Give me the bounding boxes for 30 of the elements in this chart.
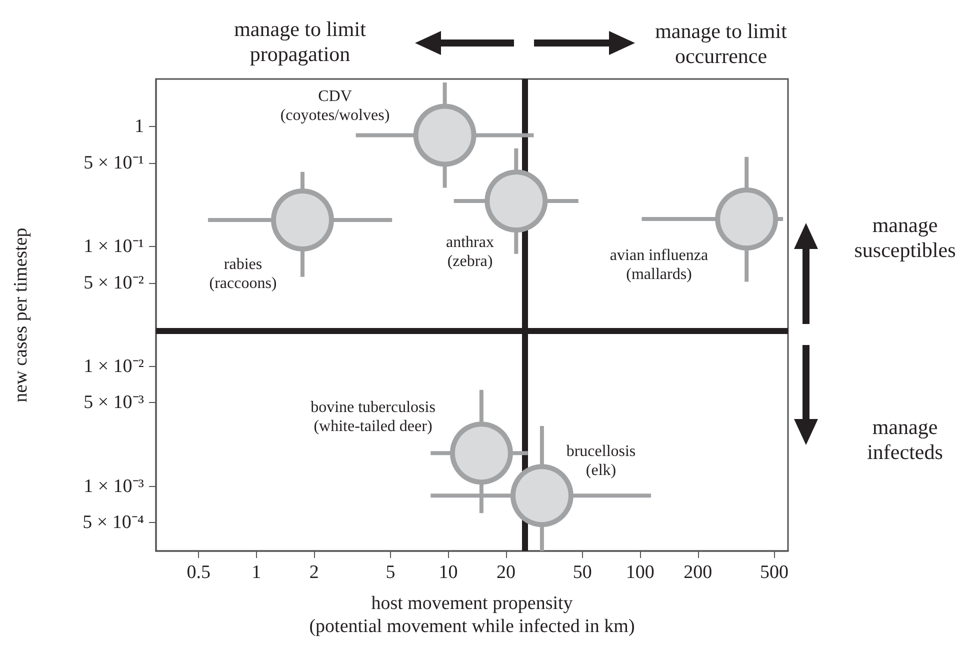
x-tick-label: 500	[760, 562, 788, 583]
y-tick-label: 5 × 10⁻³	[84, 392, 144, 414]
y-tick-label: 1	[134, 116, 144, 138]
text: manage to limit propagation	[234, 16, 366, 68]
annotation: CDV (coyotes/wolves)	[280, 86, 390, 126]
y-tick-label: 5 × 10⁻²	[84, 272, 144, 294]
annotation: avian influenza (mallards)	[610, 246, 708, 284]
annotation: anthrax (zebra)	[446, 232, 494, 272]
x-tick-label: 5	[386, 562, 396, 583]
y-tick-label: 5 × 10⁻⁴	[82, 512, 144, 534]
x-tick-label: 200	[684, 562, 712, 583]
annotation: brucellosis (elk)	[566, 442, 636, 480]
y-tick-label: 1 × 10⁻¹	[84, 236, 144, 258]
text: manage infecteds	[867, 414, 943, 466]
annotation: bovine tuberculosis (white-tailed deer)	[310, 398, 436, 436]
y-tick-label: 5 × 10⁻¹	[84, 152, 144, 174]
text: manage susceptibles	[854, 212, 956, 264]
x-tick-label: 50	[572, 562, 592, 583]
y-tick-label: 1 × 10⁻²	[84, 356, 144, 378]
x-axis-title: host movement propensity (potential movement while infected in km)	[309, 593, 635, 639]
annotation: rabies (raccoons)	[209, 254, 277, 294]
x-tick-label: 2	[309, 562, 319, 583]
y-axis-title: new cases per timestep	[10, 228, 33, 402]
x-tick-label: 20	[496, 562, 516, 583]
text: manage to limit occurrence	[655, 18, 787, 70]
x-tick-label: 0.5	[186, 562, 210, 583]
x-tick-label: 1	[252, 562, 262, 583]
y-tick-label: 1 × 10⁻³	[84, 476, 144, 498]
x-tick-label: 100	[626, 562, 654, 583]
x-tick-label: 10	[438, 562, 458, 583]
